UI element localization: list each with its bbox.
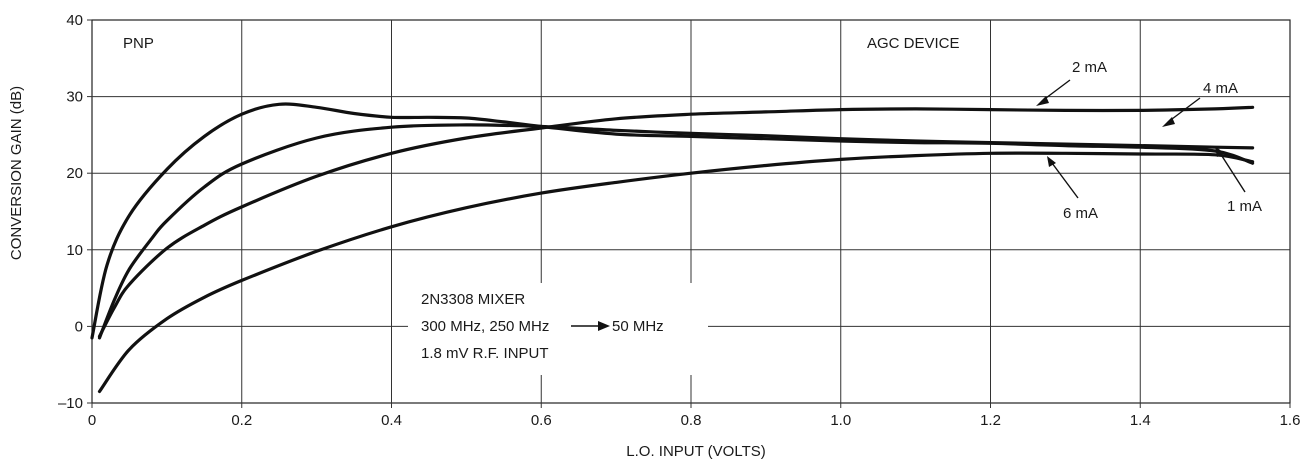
x-tick-label: 0.4 — [381, 412, 402, 429]
series-label-4mA: 2 mA — [1072, 59, 1107, 76]
agc-device-label: AGC DEVICE — [867, 35, 960, 52]
mixer-note-line1: 2N3308 MIXER — [421, 291, 525, 308]
tick-labels: 0 0.2 0.4 0.6 0.8 1.0 1.2 1.4 1.6 –10 0 10 20 30 40 — [58, 12, 1300, 429]
y-tick-label: –10 — [58, 395, 83, 412]
pointer-1mA-head — [1215, 146, 1224, 157]
mixer-note-line2a: 300 MHz, 250 MHz — [421, 318, 549, 335]
mixer-note-box — [408, 283, 708, 375]
x-tick-label: 0.2 — [231, 412, 252, 429]
series-curve-1mA — [90, 102, 1255, 340]
x-tick-label: 1.4 — [1130, 412, 1151, 429]
pnp-label: PNP — [123, 35, 154, 52]
mixer-note-line3: 1.8 mV R.F. INPUT — [421, 345, 549, 362]
pointer-6mA — [1051, 162, 1079, 199]
pointer-1mA — [1219, 152, 1246, 193]
series-curve-2mA — [97, 105, 1255, 338]
pointer-2mA-head — [1162, 117, 1175, 127]
pointer-4mA-head — [1036, 96, 1049, 106]
pointer-2mA — [1167, 97, 1201, 123]
x-tick-label: 0.8 — [681, 412, 702, 429]
series-label-6mA: 6 mA — [1063, 205, 1098, 222]
y-tick-label: 40 — [66, 12, 83, 29]
series-label-2mA: 4 mA — [1203, 80, 1238, 97]
y-tick-label: 0 — [75, 318, 83, 335]
x-tick-label: 1.2 — [980, 412, 1001, 429]
y-tick-label: 30 — [66, 89, 83, 106]
mixer-note-line2b: 50 MHz — [612, 318, 664, 335]
series-curves — [90, 102, 1255, 394]
y-tick-label: 10 — [66, 242, 83, 259]
series-curve-6mA — [97, 151, 1255, 394]
x-tick-label: 1.0 — [830, 412, 851, 429]
pointer-6mA-head — [1047, 156, 1056, 167]
x-axis-label: L.O. INPUT (VOLTS) — [626, 443, 765, 460]
series-label-1mA: 1 mA — [1227, 198, 1262, 215]
x-tick-label: 0 — [88, 412, 96, 429]
x-tick-label: 0.6 — [531, 412, 552, 429]
x-tick-label: 1.6 — [1280, 412, 1301, 429]
mixer-arrow-head — [598, 321, 610, 331]
y-tick-label: 20 — [66, 165, 83, 182]
y-axis-label: CONVERSION GAIN (dB) — [8, 86, 25, 260]
pointer-4mA — [1041, 79, 1071, 102]
